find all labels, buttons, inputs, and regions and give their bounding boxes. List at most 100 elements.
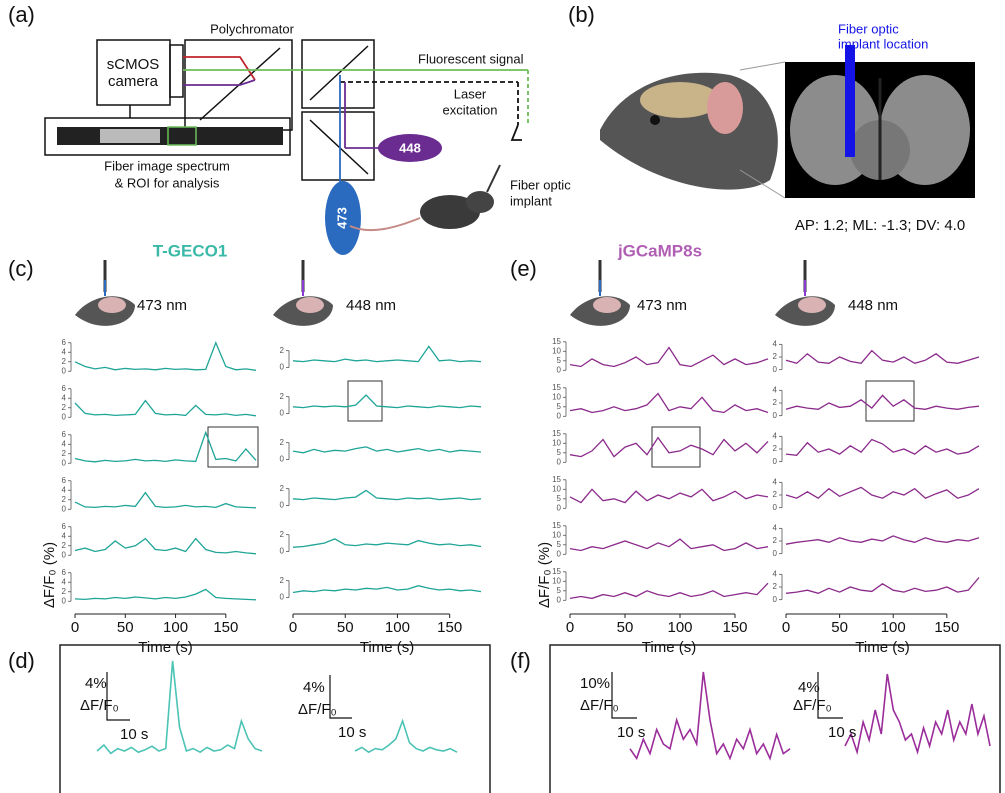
figure: (a) (b) (c) (d) (e) (f) 448 473 <box>0 0 1005 793</box>
camera-label: camera <box>108 73 159 90</box>
y-tick-label: 2 <box>62 403 67 412</box>
y-tick-label: 2 <box>773 582 778 591</box>
scale-label: ΔF/F₀ <box>580 697 619 714</box>
trace <box>293 586 481 593</box>
brain-section <box>790 75 970 185</box>
panel-label: (c) <box>8 256 34 281</box>
y-tick-label: 0 <box>557 411 562 420</box>
y-tick-label: 4 <box>773 569 778 578</box>
trace <box>75 432 256 461</box>
y-tick-label: 10 <box>552 530 561 539</box>
polychromator-label: Polychromator <box>210 21 294 36</box>
y-tick-label: 10 <box>552 484 561 493</box>
trace <box>570 348 768 367</box>
y-tick-label: 0 <box>773 365 778 374</box>
trace <box>75 589 256 599</box>
implant-location-label: Fiber optic <box>838 21 899 36</box>
y-tick-label: 0 <box>62 504 67 513</box>
trace <box>293 539 481 547</box>
y-tick-label: 6 <box>62 568 67 577</box>
mouse-icons <box>75 260 835 326</box>
laser-label: 473 <box>334 207 349 229</box>
y-tick-label: 2 <box>773 536 778 545</box>
spectrum-caption: Fiber image spectrum <box>104 158 230 173</box>
y-tick-label: 4 <box>62 393 67 402</box>
y-tick-label: 15 <box>552 567 561 576</box>
x-tick-label: 100 <box>881 619 906 636</box>
scale-label: 10 s <box>617 724 645 741</box>
x-tick-label: 50 <box>831 619 848 636</box>
scale-label: 10 s <box>338 724 366 741</box>
y-tick-label: 2 <box>773 352 778 361</box>
camera-label: sCMOS <box>107 56 160 73</box>
y-tick-label: 5 <box>557 448 562 457</box>
scale-label: ΔF/F₀ <box>298 701 337 718</box>
x-tick-label: 150 <box>934 619 959 636</box>
x-tick-label: 0 <box>782 619 790 636</box>
y-tick-label: 15 <box>552 429 561 438</box>
y-tick-label: 0 <box>62 550 67 559</box>
zoom-trace <box>355 721 457 752</box>
y-tick-label: 15 <box>552 521 561 530</box>
laser-label: 448 <box>399 140 421 155</box>
trace <box>75 401 256 416</box>
y-tick-label: 2 <box>280 530 285 539</box>
wavelength-label: 473 nm <box>637 297 687 314</box>
trace <box>786 487 979 498</box>
y-tick-label: 4 <box>773 339 778 348</box>
spectrum-strip <box>57 127 283 145</box>
y-tick-label: 15 <box>552 475 561 484</box>
indicator-name: jGCaMP8s <box>617 241 702 260</box>
y-tick-label: 2 <box>280 392 285 401</box>
implant-label: implant <box>510 193 552 208</box>
y-tick-label: 5 <box>557 586 562 595</box>
x-tick-label: 50 <box>117 619 134 636</box>
trace <box>786 578 979 594</box>
trace <box>75 343 256 371</box>
y-tick-label: 0 <box>62 366 67 375</box>
y-tick-label: 4 <box>773 431 778 440</box>
y-tick-label: 5 <box>557 540 562 549</box>
trace <box>570 583 768 598</box>
y-axis-label: ΔF/F₀ (%) <box>536 542 553 608</box>
y-tick-label: 4 <box>773 385 778 394</box>
x-tick-label: 100 <box>163 619 188 636</box>
y-tick-label: 10 <box>552 392 561 401</box>
x-axis-label: Time (s) <box>855 639 909 656</box>
wavelength-label: 473 nm <box>137 297 187 314</box>
x-tick-label: 50 <box>617 619 634 636</box>
y-tick-label: 2 <box>62 495 67 504</box>
y-tick-label: 4 <box>62 531 67 540</box>
y-tick-label: 2 <box>62 449 67 458</box>
x-tick-label: 0 <box>71 619 79 636</box>
spectrum-caption: & ROI for analysis <box>115 175 220 190</box>
y-tick-label: 10 <box>552 438 561 447</box>
x-tick-label: 150 <box>722 619 747 636</box>
y-tick-label: 0 <box>773 549 778 558</box>
implant-marker <box>845 45 855 157</box>
y-tick-label: 4 <box>62 485 67 494</box>
y-tick-label: 4 <box>62 347 67 356</box>
y-tick-label: 4 <box>62 577 67 586</box>
y-tick-label: 6 <box>62 522 67 531</box>
y-tick-label: 0 <box>280 363 285 372</box>
signal-label: Fluorescent signal <box>418 51 524 66</box>
y-tick-label: 0 <box>773 503 778 512</box>
y-tick-label: 2 <box>280 484 285 493</box>
y-tick-label: 2 <box>280 438 285 447</box>
coordinates: AP: 1.2; ML: -1.3; DV: 4.0 <box>795 217 965 234</box>
scale-label: 4% <box>85 675 107 692</box>
y-tick-label: 2 <box>62 357 67 366</box>
zoom-trace <box>630 672 790 758</box>
mouse-head <box>600 62 785 198</box>
wavelength-label: 448 nm <box>848 297 898 314</box>
y-tick-label: 0 <box>280 409 285 418</box>
trace <box>75 493 256 508</box>
y-tick-label: 0 <box>557 595 562 604</box>
panel-label: (e) <box>510 256 537 281</box>
trace <box>293 490 481 499</box>
y-tick-label: 4 <box>773 523 778 532</box>
y-tick-label: 2 <box>62 541 67 550</box>
y-tick-label: 6 <box>62 384 67 393</box>
y-tick-label: 5 <box>557 402 562 411</box>
